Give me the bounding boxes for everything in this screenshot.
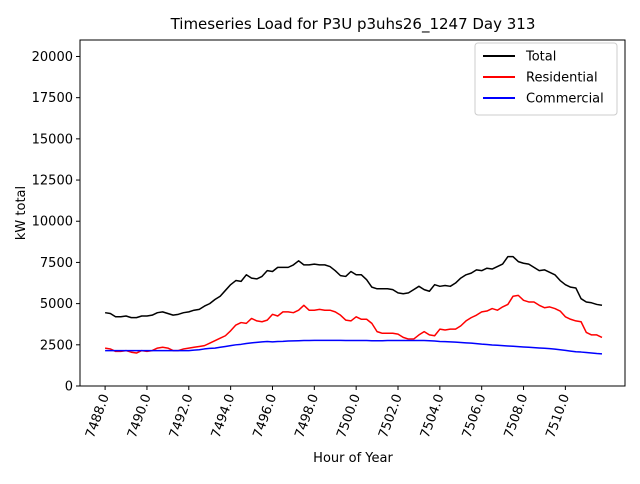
y-tick-label: 20000 — [32, 50, 73, 65]
legend-label-total: Total — [525, 50, 556, 65]
series-line-residential — [104, 294, 603, 354]
legend: Total Residential Commercial — [474, 42, 618, 116]
series-line-total — [104, 255, 603, 319]
y-tick-label: 10000 — [32, 215, 73, 230]
y-axis-ticks: 0 2500 5000 7500 10000 12500 15000 17500 20000 — [32, 50, 80, 395]
chart-title: Timeseries Load for P3U p3uhs26_1247 Day… — [170, 15, 536, 34]
y-axis-label: kW total — [14, 186, 29, 240]
legend-label-commercial: Commercial — [526, 92, 604, 107]
y-tick-label: 15000 — [32, 132, 73, 147]
series-lines — [104, 255, 603, 355]
y-tick-label: 0 — [65, 380, 73, 395]
y-tick-label: 5000 — [40, 297, 73, 312]
y-tick-label: 7500 — [40, 256, 73, 271]
x-axis-label: Hour of Year — [313, 451, 393, 466]
y-tick-label: 17500 — [32, 91, 73, 106]
y-tick-label: 12500 — [32, 174, 73, 189]
plot-frame — [79, 39, 626, 387]
y-tick-label: 2500 — [40, 338, 73, 353]
series-line-commercial — [105, 339, 603, 355]
legend-label-residential: Residential — [526, 71, 598, 86]
